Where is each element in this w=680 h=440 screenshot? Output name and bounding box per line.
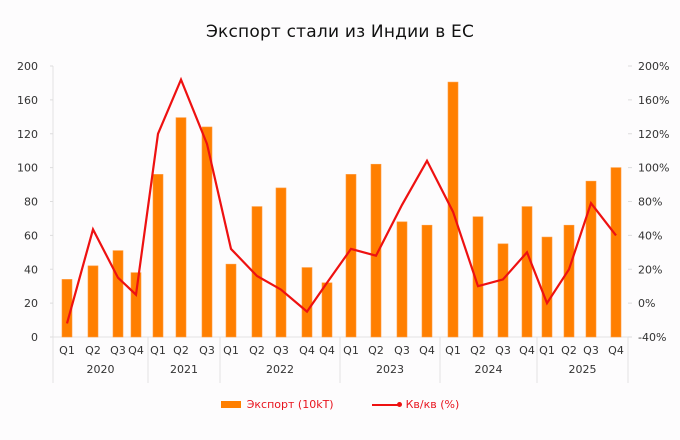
line-swatch-icon — [371, 401, 402, 407]
export-bar[interactable] — [130, 272, 142, 338]
x-quarter-label: Q1 — [343, 344, 359, 357]
export-bar[interactable] — [275, 187, 287, 338]
right-axis-tick: 0% — [638, 297, 655, 310]
x-quarter-label: Q2 — [368, 344, 384, 357]
right-axis-tick: 100% — [638, 162, 669, 175]
x-quarter-label: Q4 — [319, 344, 335, 357]
export-bar[interactable] — [541, 236, 553, 338]
x-quarter-label: Q2 — [470, 344, 486, 357]
export-bar[interactable] — [87, 265, 99, 338]
x-quarter-label: Q4 — [519, 344, 535, 357]
x-year-label: 2021 — [170, 363, 198, 376]
legend-label-export: Экспорт (10kT) — [246, 398, 334, 411]
chart-title: Экспорт стали из Индии в ЕС — [205, 22, 475, 42]
bar-swatch-icon — [220, 401, 241, 408]
export-bar[interactable] — [175, 117, 187, 338]
x-quarter-label: Q4 — [608, 344, 624, 357]
export-bar[interactable] — [610, 167, 622, 338]
x-quarter-label: Q3 — [273, 344, 289, 357]
right-axis-tick: 120% — [638, 128, 669, 141]
x-quarter-label: Q2 — [85, 344, 101, 357]
x-quarter-label: Q2 — [561, 344, 577, 357]
x-year-label: 2025 — [569, 363, 597, 376]
right-axis-tick: 20% — [638, 263, 662, 276]
x-quarter-label: Q3 — [583, 344, 599, 357]
export-bar[interactable] — [497, 243, 509, 338]
right-axis-tick: 160% — [638, 94, 669, 107]
export-bar[interactable] — [472, 216, 484, 338]
export-bar[interactable] — [201, 126, 213, 338]
left-axis-tick: 160 — [17, 94, 38, 107]
chart-legend: Экспорт (10kT) Кв/кв (%) — [0, 398, 680, 411]
x-quarter-label: Q1 — [445, 344, 461, 357]
legend-item-qoq[interactable]: Кв/кв (%) — [371, 398, 460, 411]
x-year-label: 2023 — [376, 363, 404, 376]
right-axis-tick: 200% — [638, 60, 669, 73]
x-year-label: 2020 — [87, 363, 115, 376]
export-bar[interactable] — [521, 206, 533, 338]
export-bar[interactable] — [112, 250, 124, 338]
x-quarter-label: Q4 — [299, 344, 315, 357]
export-bar[interactable] — [225, 263, 237, 338]
export-bar[interactable] — [370, 163, 382, 338]
legend-item-export[interactable]: Экспорт (10kT) — [220, 398, 334, 411]
x-quarter-label: Q4 — [419, 344, 435, 357]
left-axis-tick: 20 — [24, 297, 38, 310]
left-axis-tick: 200 — [17, 60, 38, 73]
export-bar[interactable] — [563, 224, 575, 338]
left-axis-tick: 0 — [31, 331, 38, 344]
x-quarter-label: Q1 — [59, 344, 75, 357]
x-quarter-label: Q3 — [495, 344, 511, 357]
x-quarter-label: Q1 — [223, 344, 239, 357]
left-axis-tick: 100 — [17, 162, 38, 175]
qoq-line[interactable] — [65, 76, 617, 324]
x-quarter-label: Q3 — [199, 344, 215, 357]
left-axis-tick: 40 — [24, 263, 38, 276]
right-axis-tick: -40% — [638, 331, 666, 344]
x-year-label: 2024 — [475, 363, 503, 376]
x-quarter-label: Q4 — [128, 344, 144, 357]
right-axis-tick: 80% — [638, 196, 662, 209]
legend-label-qoq: Кв/кв (%) — [405, 398, 460, 411]
x-year-label: 2022 — [266, 363, 294, 376]
x-quarter-label: Q1 — [150, 344, 166, 357]
left-axis-tick: 120 — [17, 128, 38, 141]
export-bar[interactable] — [152, 174, 164, 338]
export-bar[interactable] — [585, 180, 597, 338]
right-axis-tick: 40% — [638, 229, 662, 242]
left-axis-tick: 80 — [24, 196, 38, 209]
export-bar[interactable] — [421, 224, 433, 338]
export-bar[interactable] — [396, 221, 408, 338]
left-axis-tick: 60 — [24, 229, 38, 242]
x-quarter-label: Q2 — [249, 344, 265, 357]
export-bar[interactable] — [301, 267, 313, 338]
export-bar[interactable] — [321, 282, 333, 338]
x-quarter-label: Q2 — [173, 344, 189, 357]
x-quarter-label: Q3 — [394, 344, 410, 357]
x-quarter-label: Q3 — [110, 344, 126, 357]
x-quarter-label: Q1 — [539, 344, 555, 357]
